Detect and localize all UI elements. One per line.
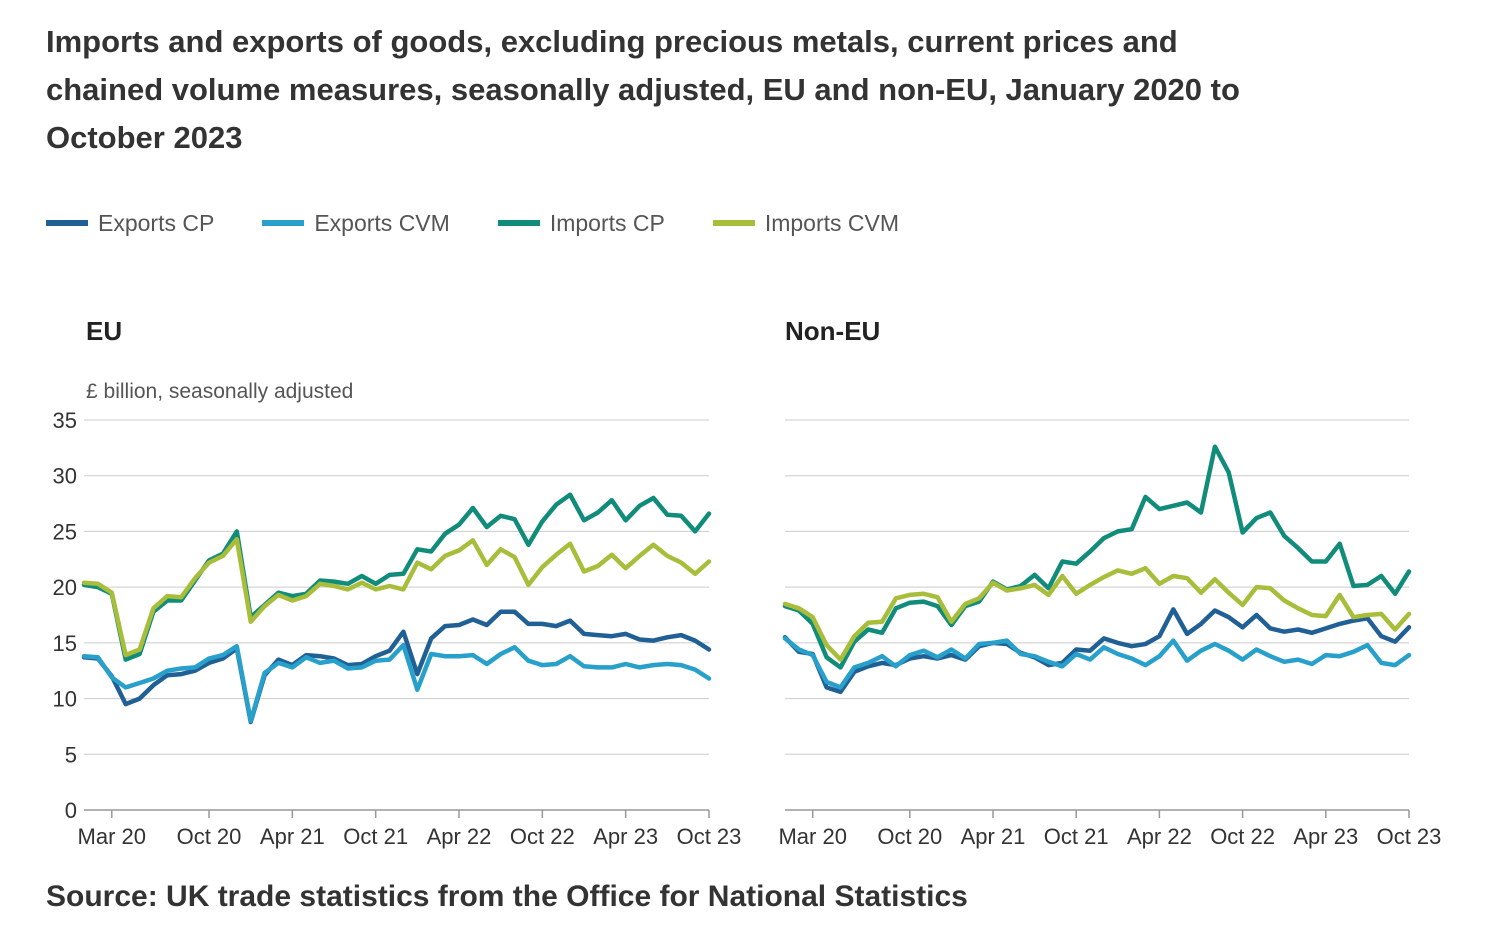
series-line-imports-cvm bbox=[81, 536, 712, 658]
legend-item-imports-cvm: Imports CVM bbox=[712, 206, 900, 240]
panel-eu: EU £ billion, seasonally adjusted 0 5 10 15… bbox=[53, 316, 742, 849]
legend-label: Imports CP bbox=[549, 209, 665, 236]
legend-item-exports-cvm: Exports CVM bbox=[262, 206, 450, 240]
x-tick-label: Mar 20 bbox=[778, 824, 846, 849]
y-tick-label: 0 bbox=[65, 798, 77, 823]
legend-label: Imports CVM bbox=[764, 209, 900, 236]
series-line-imports-cvm bbox=[782, 565, 1412, 662]
y-tick-label: 10 bbox=[53, 687, 77, 712]
legend-swatch bbox=[46, 220, 88, 226]
x-tick-label: Oct 23 bbox=[1377, 824, 1442, 849]
y-tick-label: 25 bbox=[53, 519, 77, 544]
panel-non-eu: Non-EU Mar 20 Oct 20 Apr 21 Oct 21 Apr 22 Oct… bbox=[778, 316, 1441, 849]
x-tick-label: Mar 20 bbox=[78, 824, 146, 849]
panel-title-non-eu: Non-EU bbox=[785, 316, 880, 346]
legend-item-exports-cp: Exports CP bbox=[46, 206, 214, 240]
panel-title-eu: EU bbox=[86, 316, 122, 346]
y-tick-label: 35 bbox=[53, 408, 77, 433]
y-tick-label: 15 bbox=[53, 631, 77, 656]
x-tick-label: Oct 20 bbox=[877, 824, 942, 849]
x-tick-label: Apr 23 bbox=[1293, 824, 1358, 849]
legend-label: Exports CVM bbox=[314, 209, 450, 236]
x-tick-label: Oct 23 bbox=[677, 824, 742, 849]
y-axis-unit-label: £ billion, seasonally adjusted bbox=[86, 380, 353, 403]
legend-item-imports-cp: Imports CP bbox=[497, 206, 665, 240]
x-tick-label: Apr 21 bbox=[260, 824, 325, 849]
legend-label: Exports CP bbox=[98, 209, 215, 236]
x-tick-label: Oct 21 bbox=[1044, 824, 1109, 849]
x-tick-label: Apr 21 bbox=[961, 824, 1026, 849]
series-line-exports-cvm bbox=[782, 636, 1412, 690]
x-tick-label: Apr 23 bbox=[593, 824, 658, 849]
series-line-imports-cp bbox=[782, 444, 1412, 670]
chart-panels: EU £ billion, seasonally adjusted 0 5 10 15… bbox=[53, 316, 1442, 849]
y-tick-label: 30 bbox=[53, 464, 77, 489]
x-tick-label: Oct 20 bbox=[177, 824, 242, 849]
legend: Exports CP Exports CVM Imports CP Import… bbox=[46, 206, 947, 240]
x-tick-label: Apr 22 bbox=[427, 824, 492, 849]
y-tick-label: 20 bbox=[53, 575, 77, 600]
x-tick-label: Apr 22 bbox=[1127, 824, 1192, 849]
series-line-exports-cp bbox=[81, 609, 712, 725]
y-tick-label: 5 bbox=[65, 742, 77, 767]
x-tick-label: Oct 21 bbox=[343, 824, 408, 849]
source-note: Source: UK trade statistics from the Off… bbox=[46, 880, 968, 913]
x-tick-label: Oct 22 bbox=[1210, 824, 1275, 849]
series-line-exports-cvm bbox=[81, 642, 712, 724]
x-tick-label: Oct 22 bbox=[510, 824, 575, 849]
legend-swatch bbox=[712, 220, 755, 226]
legend-swatch bbox=[262, 220, 305, 226]
chart-title: Imports and exports of goods, excluding … bbox=[46, 24, 1240, 155]
legend-swatch bbox=[497, 220, 540, 226]
